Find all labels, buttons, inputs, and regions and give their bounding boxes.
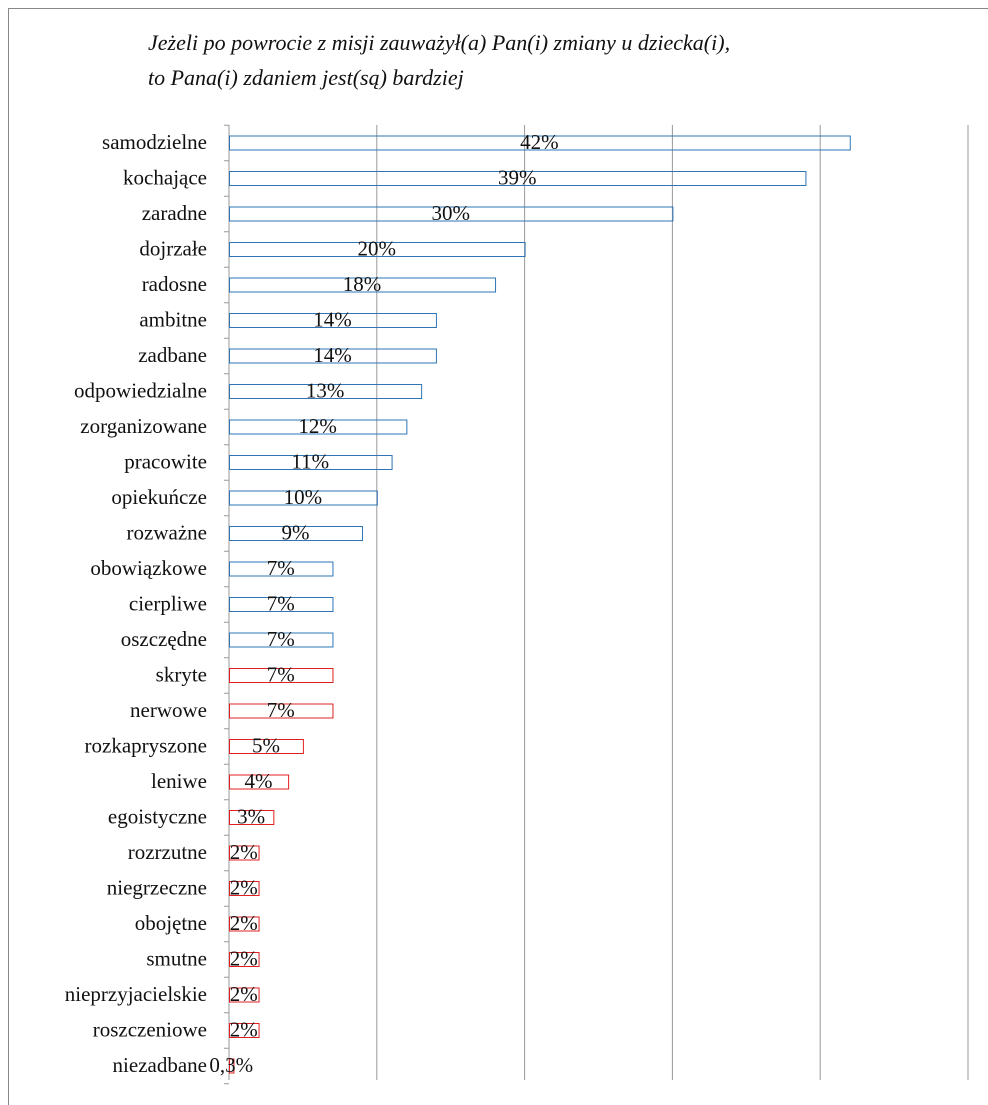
y-tick-label: radosne [142, 272, 207, 296]
data-label: 30% [431, 201, 470, 225]
y-tick-label: niezadbane [113, 1053, 207, 1077]
y-tick-label: odpowiedzialne [74, 378, 207, 402]
bar [229, 810, 275, 825]
chart-title: to Pana(i) zdaniem jest(są) bardziej [148, 65, 464, 90]
bar [229, 561, 334, 577]
data-label: 13% [306, 378, 345, 402]
y-tick-label: cierpliwe [129, 591, 207, 615]
data-label: 42% [520, 130, 559, 154]
data-label: 4% [245, 769, 273, 793]
data-label: 2% [230, 982, 258, 1006]
bar [229, 242, 526, 257]
bar [229, 419, 408, 435]
y-tick-label: obowiązkowe [90, 556, 207, 580]
data-label: 0,3% [209, 1053, 253, 1077]
data-label: 14% [313, 343, 352, 367]
y-tick-label: zadbane [138, 343, 207, 367]
bar [229, 348, 437, 364]
y-tick-label: rozważne [127, 520, 207, 544]
bar [229, 632, 334, 648]
bar [229, 845, 260, 861]
bar [229, 277, 497, 293]
bar [229, 135, 851, 151]
bar [229, 668, 334, 683]
y-tick-label: nerwowe [130, 698, 207, 722]
bar [229, 881, 260, 896]
y-tick-label: dojrzałe [139, 236, 207, 260]
bar [229, 171, 807, 186]
y-tick-label: niegrzeczne [107, 875, 207, 899]
y-tick-label: roszczeniowe [93, 1017, 207, 1041]
data-label: 2% [230, 911, 258, 935]
data-label: 11% [291, 449, 329, 473]
data-label: 14% [313, 307, 352, 331]
bar [229, 1023, 260, 1038]
data-label: 2% [230, 840, 258, 864]
y-tick-label: egoistyczne [108, 804, 207, 828]
y-tick-label: kochające [123, 165, 207, 189]
data-label: 18% [343, 272, 382, 296]
y-tick-label: zorganizowane [80, 414, 207, 438]
y-tick-label: skryte [156, 662, 207, 686]
bar [229, 703, 334, 719]
data-label: 2% [230, 946, 258, 970]
data-label: 7% [267, 556, 295, 580]
bar [229, 455, 393, 470]
y-tick-label: opiekuńcze [111, 485, 207, 509]
data-label: 10% [284, 485, 323, 509]
bar [229, 313, 437, 328]
data-label: 2% [230, 875, 258, 899]
data-label: 7% [267, 662, 295, 686]
y-tick-label: oszczędne [121, 627, 207, 651]
bar [229, 597, 334, 612]
bar [229, 384, 423, 399]
data-label: 2% [230, 1017, 258, 1041]
data-label: 3% [237, 804, 265, 828]
data-label: 12% [298, 414, 337, 438]
y-tick-label: rozkapryszone [85, 733, 207, 757]
chart-title: Jeżeli po powrocie z misji zauważył(a) P… [148, 30, 730, 55]
data-label: 20% [358, 236, 397, 260]
y-tick-label: samodzielne [102, 130, 207, 154]
y-tick-label: rozrzutne [128, 840, 207, 864]
data-label: 7% [267, 698, 295, 722]
y-tick-label: nieprzyjacielskie [65, 982, 207, 1006]
y-tick-label: pracowite [124, 449, 207, 473]
y-tick-label: zaradne [142, 201, 207, 225]
data-label: 5% [252, 733, 280, 757]
data-label: 9% [282, 520, 310, 544]
data-label: 39% [498, 165, 537, 189]
data-label: 7% [267, 627, 295, 651]
bar [229, 739, 304, 754]
y-tick-label: obojętne [135, 911, 207, 935]
bar [229, 952, 260, 967]
bar [229, 526, 364, 541]
y-tick-label: smutne [146, 946, 207, 970]
bar [229, 916, 260, 932]
data-label: 7% [267, 591, 295, 615]
bar [229, 1058, 235, 1074]
y-tick-label: ambitne [139, 307, 207, 331]
y-tick-label: leniwe [151, 769, 207, 793]
bar [229, 490, 378, 506]
frame [8, 8, 988, 1105]
bar [229, 206, 674, 222]
bar [229, 774, 290, 790]
bar [229, 987, 260, 1003]
